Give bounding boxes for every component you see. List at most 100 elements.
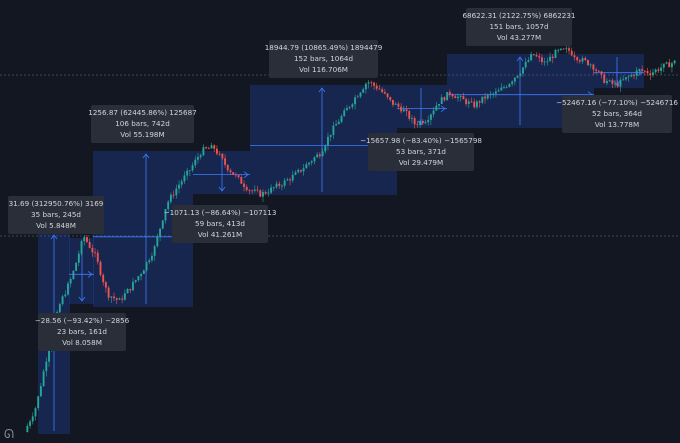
candle <box>597 69 600 73</box>
candle <box>419 119 422 129</box>
candle <box>530 51 533 62</box>
candle-body <box>232 172 235 175</box>
candle <box>373 81 375 90</box>
candle-body <box>329 134 332 137</box>
candle <box>500 83 503 91</box>
candle-body <box>102 274 105 283</box>
candle <box>489 91 492 99</box>
candle <box>562 48 565 50</box>
candle <box>440 94 443 105</box>
candle <box>67 281 69 296</box>
candle <box>475 99 478 110</box>
candle-body <box>321 151 324 157</box>
candle <box>638 68 641 76</box>
candle <box>568 45 570 55</box>
range-arrow-icon <box>87 270 93 278</box>
candle <box>75 262 78 272</box>
candle <box>175 184 178 199</box>
candle-body <box>234 174 237 176</box>
candle <box>649 69 652 81</box>
candle <box>410 114 413 124</box>
candle <box>654 68 657 75</box>
candle-body <box>540 57 543 63</box>
candle <box>624 77 627 82</box>
candle-body <box>294 172 297 175</box>
candle <box>635 67 638 80</box>
candle-body <box>530 54 533 61</box>
candle <box>559 48 562 51</box>
measurement-ranges <box>38 54 644 434</box>
candle-body <box>605 81 608 84</box>
candle <box>150 252 153 263</box>
candle <box>256 185 259 193</box>
candle <box>316 152 319 158</box>
candle-body <box>224 158 227 165</box>
candle-body <box>159 228 162 237</box>
candle <box>643 69 646 76</box>
candle <box>99 260 102 277</box>
candle <box>283 178 286 189</box>
candle <box>497 87 500 92</box>
candle-body <box>589 64 592 66</box>
candle-body <box>221 153 224 159</box>
label-bars-duration: 106 bars, 742d <box>115 119 170 128</box>
candle-body <box>91 247 94 253</box>
candle <box>80 239 83 256</box>
candle-body <box>402 109 405 112</box>
candle <box>183 171 186 185</box>
candle-body <box>186 170 189 176</box>
candle <box>321 148 324 157</box>
candle-body <box>481 96 484 103</box>
label-price-change: 1256.87 (62445.86%) 125687 <box>88 108 196 117</box>
candle <box>405 105 408 117</box>
candle <box>313 156 316 165</box>
candle-body <box>61 296 64 305</box>
candle <box>140 272 143 281</box>
candle-body <box>316 154 319 158</box>
candle-body <box>446 92 449 101</box>
measurement-label-6: −15657.98 (−83.40%) −1565798 53 bars, 371… <box>360 133 482 171</box>
candle <box>633 73 635 80</box>
candle <box>397 101 400 110</box>
candle <box>340 114 343 124</box>
candle-body <box>172 194 175 196</box>
candle <box>524 57 527 70</box>
label-bars-duration: 152 bars, 1064d <box>294 54 353 63</box>
candle-body <box>194 159 197 166</box>
candle-body <box>516 75 519 78</box>
measurement-label-2: −28.56 (−93.42%) −2856 23 bars, 161d Vol 8… <box>35 313 130 351</box>
candle <box>226 164 229 173</box>
candle <box>589 63 592 69</box>
candle-body <box>142 270 145 274</box>
candle <box>389 96 392 102</box>
candle <box>614 80 617 88</box>
label-price-change: 18944.79 (10865.49%) 1894479 <box>265 43 383 52</box>
candle <box>199 153 202 160</box>
label-volume: Vol 8.058M <box>62 338 102 347</box>
candle <box>595 67 598 75</box>
candle-body <box>576 57 579 61</box>
candle-body <box>210 145 213 149</box>
candle-body <box>665 62 668 64</box>
candle <box>45 357 48 377</box>
candle <box>148 258 151 265</box>
candle <box>378 84 381 90</box>
label-bars-duration: 35 bars, 245d <box>31 210 81 219</box>
candle <box>191 162 194 173</box>
candle-body <box>443 97 446 101</box>
candle <box>367 79 370 89</box>
candle <box>627 74 630 82</box>
candle-body <box>48 349 50 362</box>
candle <box>104 280 107 293</box>
candle <box>665 61 668 65</box>
candle-body <box>568 48 570 51</box>
candle <box>305 161 308 169</box>
candle-body <box>202 147 205 156</box>
candle <box>337 119 340 125</box>
candle-body <box>451 94 454 97</box>
candle <box>416 120 419 128</box>
candle-body <box>470 101 473 103</box>
candle <box>508 83 511 88</box>
